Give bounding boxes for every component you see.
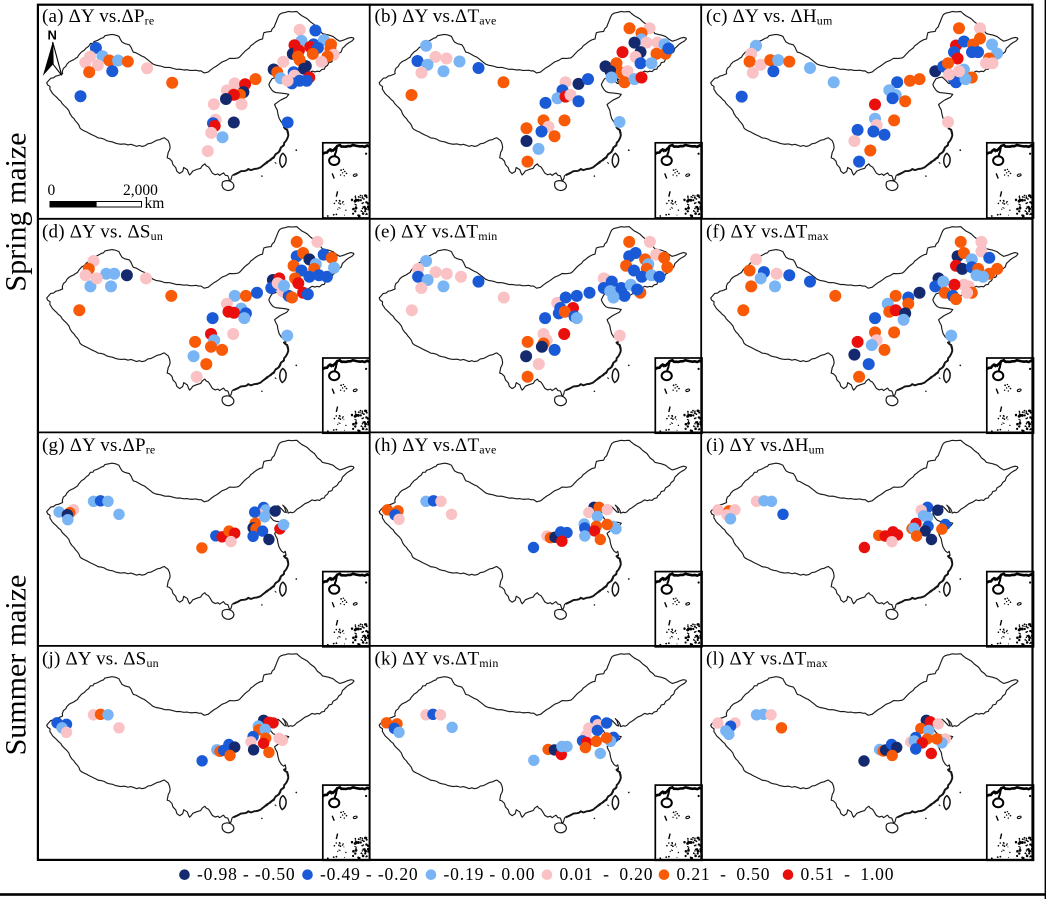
svg-text:0.01 - 0.20: 0.01 - 0.20 [560, 864, 654, 884]
svg-text:0.51 - 1.00: 0.51 - 1.00 [801, 864, 895, 884]
svg-text:-0.98 - -0.50: -0.98 - -0.50 [197, 864, 296, 884]
svg-text:(a) ΔY vs.ΔPre: (a) ΔY vs.ΔPre [42, 6, 154, 28]
svg-text:(c) ΔY vs. ΔHum: (c) ΔY vs. ΔHum [706, 6, 833, 28]
svg-text:(g) ΔY vs.ΔPre: (g) ΔY vs.ΔPre [42, 435, 155, 457]
svg-text:km: km [145, 195, 165, 212]
svg-text:(k) ΔY vs.ΔTmin: (k) ΔY vs.ΔTmin [375, 648, 499, 670]
svg-text:2,000: 2,000 [123, 182, 158, 199]
svg-text:0: 0 [48, 182, 56, 199]
svg-text:(l) ΔY vs.ΔTmax: (l) ΔY vs.ΔTmax [706, 648, 828, 670]
svg-text:(j) ΔY vs. ΔSun: (j) ΔY vs. ΔSun [42, 648, 159, 670]
svg-text:Spring maize: Spring maize [0, 132, 33, 291]
svg-text:(e) ΔY vs.ΔTmin: (e) ΔY vs.ΔTmin [375, 221, 498, 243]
svg-text:0.21 - 0.50: 0.21 - 0.50 [677, 864, 771, 884]
svg-text:(i) ΔY vs.ΔHum: (i) ΔY vs.ΔHum [706, 435, 825, 457]
svg-text:-0.49 - -0.20: -0.49 - -0.20 [320, 864, 419, 884]
svg-text:-0.19 - 0.00: -0.19 - 0.00 [444, 864, 536, 884]
svg-text:Summer maize: Summer maize [0, 575, 33, 756]
svg-text:(b) ΔY vs.ΔTave: (b) ΔY vs.ΔTave [375, 6, 497, 28]
svg-text:(f) ΔY vs.ΔTmax: (f) ΔY vs.ΔTmax [706, 221, 829, 243]
svg-text:(h) ΔY vs.ΔTave: (h) ΔY vs.ΔTave [375, 435, 497, 457]
svg-text:N: N [48, 27, 57, 42]
svg-text:(d) ΔY vs. ΔSun: (d) ΔY vs. ΔSun [42, 221, 163, 243]
